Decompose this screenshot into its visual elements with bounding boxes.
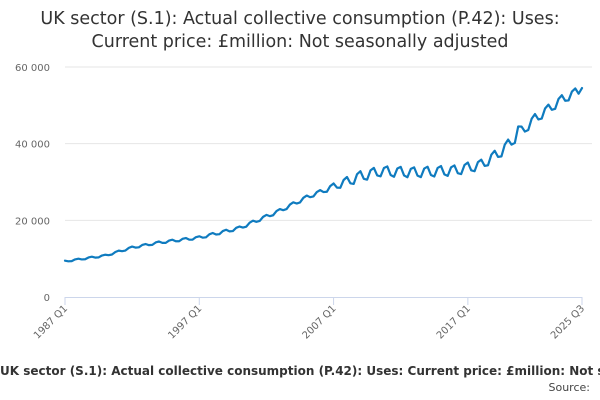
chart-title: UK sector (S.1): Actual collective consu… [0, 8, 600, 54]
legend-label[interactable]: UK sector (S.1): Actual collective consu… [0, 364, 600, 378]
y-tick-label: 60 000 [15, 63, 50, 74]
source-label: Source: [548, 381, 591, 394]
x-tick-label: 2025 Q3 [549, 303, 587, 341]
chart-title-line2: Current price: £million: Not seasonally … [91, 32, 509, 52]
x-tick-label: 1987 Q1 [32, 303, 70, 341]
x-tick-label: 2007 Q1 [301, 303, 339, 341]
y-tick-label: 40 000 [15, 140, 50, 151]
y-tick-label: 0 [44, 293, 50, 304]
x-tick-label: 1997 Q1 [166, 303, 204, 341]
x-tick-label: 2017 Q1 [435, 303, 473, 341]
series-line [63, 86, 584, 263]
y-tick-label: 20 000 [15, 216, 50, 227]
chart-title-line1: UK sector (S.1): Actual collective consu… [40, 9, 560, 29]
